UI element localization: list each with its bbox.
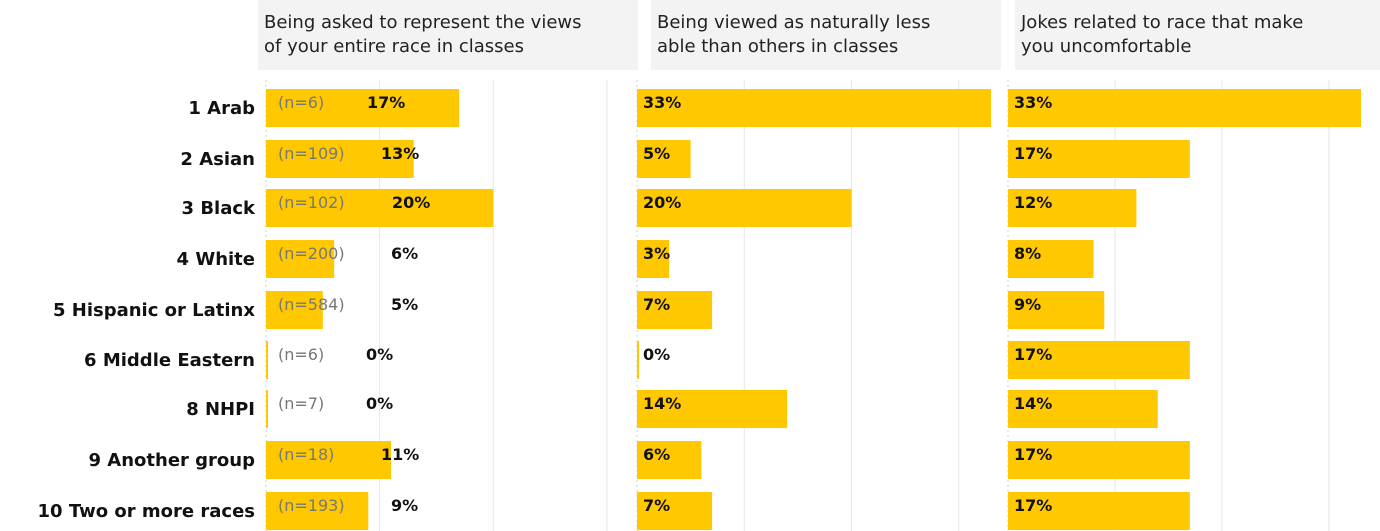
bar — [1008, 341, 1190, 379]
panel-title-bg-2 — [651, 0, 1001, 70]
n-label: (n=6) — [278, 93, 324, 112]
bar — [266, 341, 268, 379]
bar — [1008, 89, 1361, 127]
panel-title-2: Being viewed as naturally less able than … — [657, 12, 930, 57]
category-label: 10 Two or more races — [38, 501, 255, 522]
bar — [637, 140, 691, 178]
category-label: 6 Middle Eastern — [84, 350, 255, 371]
value-label: 11% — [381, 445, 419, 464]
value-label: 17% — [1014, 144, 1052, 163]
n-label: (n=193) — [278, 496, 345, 515]
bar — [1008, 492, 1190, 530]
category-label: 5 Hispanic or Latinx — [53, 300, 255, 321]
category-label: 3 Black — [182, 198, 256, 219]
bar — [266, 89, 460, 127]
n-label: (n=109) — [278, 144, 345, 163]
n-label: (n=102) — [278, 193, 345, 212]
value-label: 8% — [1014, 244, 1041, 263]
n-label: (n=584) — [278, 295, 345, 314]
value-label: 0% — [643, 345, 670, 364]
value-label: 14% — [1014, 394, 1052, 413]
value-label: 9% — [1014, 295, 1041, 314]
bar — [637, 240, 670, 278]
value-label: 0% — [366, 345, 393, 364]
bar — [637, 341, 639, 379]
bar — [1008, 291, 1105, 329]
panel-title-1: Being asked to represent the views of you… — [264, 12, 582, 57]
value-label: 20% — [392, 193, 430, 212]
value-label: 17% — [367, 93, 405, 112]
category-label: 9 Another group — [89, 450, 256, 471]
value-label: 3% — [643, 244, 670, 263]
value-label: 5% — [643, 144, 670, 163]
bar — [637, 390, 788, 428]
bar — [1008, 390, 1158, 428]
category-label: 8 NHPI — [186, 399, 255, 420]
panel-title-3: Jokes related to race that make you uncom… — [1020, 12, 1303, 57]
n-label: (n=200) — [278, 244, 345, 263]
value-label: 6% — [391, 244, 418, 263]
bar — [266, 140, 414, 178]
value-label: 17% — [1014, 445, 1052, 464]
bar — [637, 492, 713, 530]
bar — [637, 189, 852, 227]
value-label: 5% — [391, 295, 418, 314]
value-label: 6% — [643, 445, 670, 464]
value-label: 17% — [1014, 496, 1052, 515]
bar — [266, 291, 323, 329]
panel-title-bg-1 — [258, 0, 638, 70]
value-label: 7% — [643, 295, 670, 314]
bar — [266, 441, 391, 479]
bar — [1008, 189, 1137, 227]
value-label: 17% — [1014, 345, 1052, 364]
category-label: 2 Asian — [180, 149, 255, 170]
n-label: (n=7) — [278, 394, 324, 413]
value-label: 14% — [643, 394, 681, 413]
value-label: 0% — [366, 394, 393, 413]
value-label: 33% — [1014, 93, 1052, 112]
value-label: 12% — [1014, 193, 1052, 212]
bar — [266, 240, 335, 278]
panel-title-bg-3 — [1015, 0, 1380, 70]
bar — [266, 390, 268, 428]
bar — [637, 441, 702, 479]
bar — [1008, 441, 1190, 479]
value-label: 9% — [391, 496, 418, 515]
bar — [1008, 140, 1190, 178]
bar — [637, 291, 713, 329]
category-label: 4 White — [177, 249, 255, 270]
value-label: 7% — [643, 496, 670, 515]
category-label: 1 Arab — [188, 98, 255, 119]
n-label: (n=18) — [278, 445, 334, 464]
value-label: 33% — [643, 93, 681, 112]
n-label: (n=6) — [278, 345, 324, 364]
value-label: 20% — [643, 193, 681, 212]
bar — [266, 189, 494, 227]
bar — [1008, 240, 1094, 278]
value-label: 13% — [381, 144, 419, 163]
bar — [637, 89, 991, 127]
bar — [266, 492, 369, 530]
